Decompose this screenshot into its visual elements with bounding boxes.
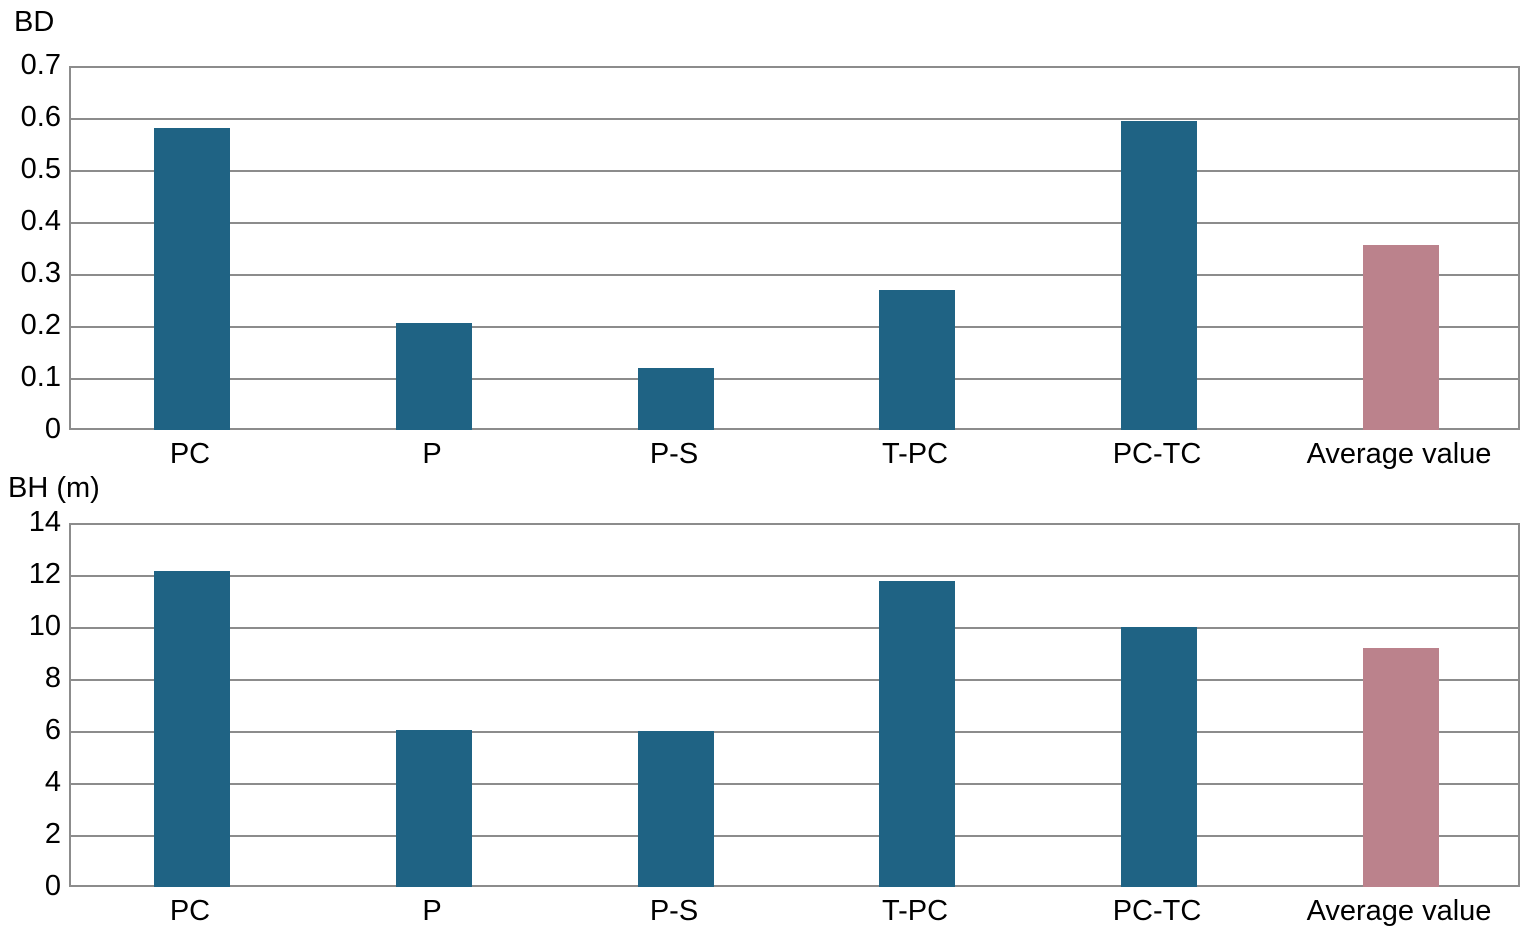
y-tick-0.3: 0.3: [20, 257, 61, 289]
x-label-average-value: Average value: [1306, 895, 1492, 927]
y-tick-0: 0: [44, 413, 61, 445]
bar-pc: [154, 128, 230, 430]
gridline-y-0.3: [71, 274, 1518, 276]
y-tick-2: 2: [44, 818, 61, 850]
y-tick-0.5: 0.5: [20, 153, 61, 185]
y-tick-0.4: 0.4: [20, 205, 61, 237]
y-tick-12: 12: [28, 558, 61, 590]
bar-pc: [154, 571, 230, 887]
bar-p: [396, 730, 472, 887]
x-label-p: P: [422, 438, 442, 470]
x-label-p: P: [422, 895, 442, 927]
bar-p-s: [638, 368, 714, 430]
y-tick-10: 10: [28, 610, 61, 642]
gridline-y-4: [71, 783, 1518, 785]
y-tick-0: 0: [44, 870, 61, 902]
bar-average-value: [1363, 245, 1439, 430]
gridline-y-0.6: [71, 118, 1518, 120]
x-label-t-pc: T-PC: [881, 895, 949, 927]
x-label-p-s: P-S: [649, 895, 699, 927]
x-label-pc-tc: PC-TC: [1112, 438, 1202, 470]
y-tick-4: 4: [44, 766, 61, 798]
bar-p: [396, 323, 472, 430]
plot-area-bd: [69, 66, 1520, 430]
gridline-y-6: [71, 731, 1518, 733]
x-label-t-pc: T-PC: [881, 438, 949, 470]
y-tick-0.2: 0.2: [20, 309, 61, 341]
y-tick-14: 14: [28, 506, 61, 538]
bar-pc-tc: [1121, 627, 1197, 887]
plot-area-bh: [69, 523, 1520, 887]
gridline-y-12: [71, 575, 1518, 577]
x-label-pc-tc: PC-TC: [1112, 895, 1202, 927]
gridline-y-10: [71, 627, 1518, 629]
bar-pc-tc: [1121, 121, 1197, 430]
y-tick-0.7: 0.7: [20, 49, 61, 81]
bar-average-value: [1363, 648, 1439, 887]
y-tick-8: 8: [44, 662, 61, 694]
y-tick-6: 6: [44, 714, 61, 746]
gridline-y-2: [71, 835, 1518, 837]
x-label-pc: PC: [169, 895, 211, 927]
gridline-y-0.2: [71, 326, 1518, 328]
bar-t-pc: [879, 581, 955, 887]
gridline-y-0.1: [71, 378, 1518, 380]
x-label-p-s: P-S: [649, 438, 699, 470]
gridline-y-8: [71, 679, 1518, 681]
y-tick-0.6: 0.6: [20, 101, 61, 133]
gridline-y-0.4: [71, 222, 1518, 224]
y-tick-0.1: 0.1: [20, 361, 61, 393]
x-label-average-value: Average value: [1306, 438, 1492, 470]
chart-title-bh: BH (m): [8, 472, 100, 504]
x-label-pc: PC: [169, 438, 211, 470]
bar-p-s: [638, 731, 714, 887]
gridline-y-0.5: [71, 170, 1518, 172]
chart-title-bd: BD: [14, 6, 55, 38]
bar-t-pc: [879, 290, 955, 430]
